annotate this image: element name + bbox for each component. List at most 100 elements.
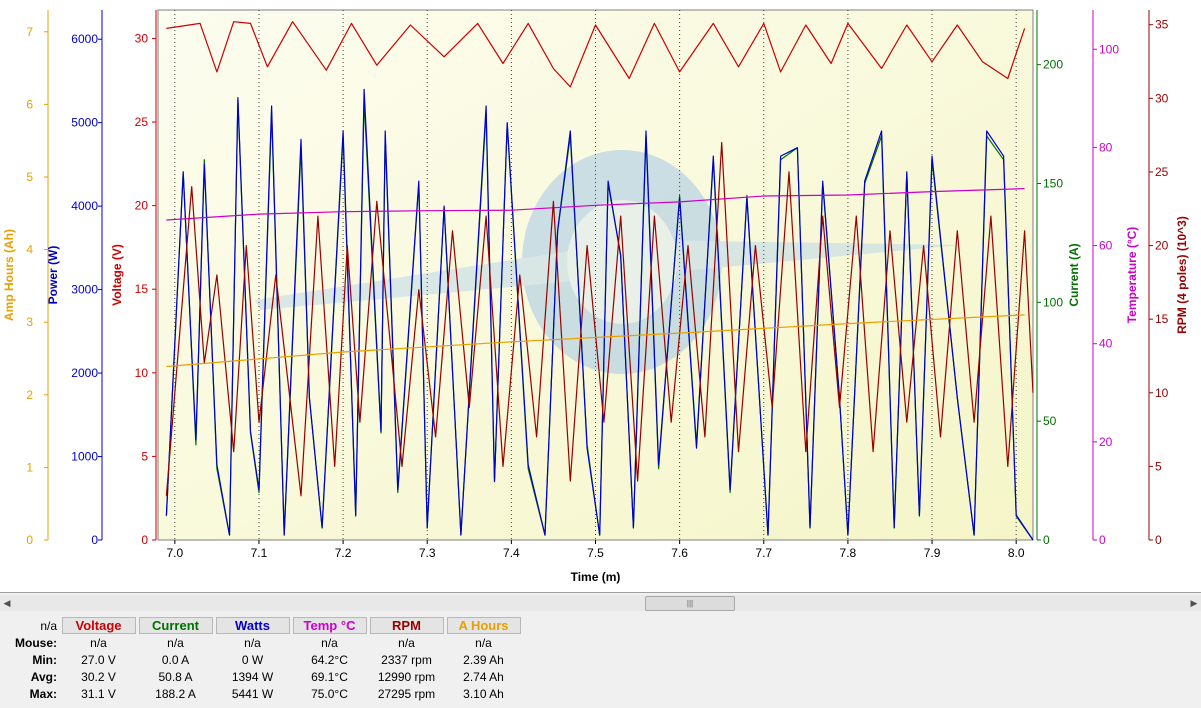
x-tick-label: 7.3 (419, 546, 436, 560)
series-voltage-line (166, 21, 1026, 88)
voltage-tick-label: 15 (135, 282, 149, 296)
temperature-tick-label: 40 (1099, 337, 1113, 351)
scroll-thumb[interactable]: ||| (645, 596, 735, 611)
stats-row-label: Max: (29, 686, 57, 701)
amphours-tick-label: 2 (26, 388, 33, 402)
temperature-tick-label: 80 (1099, 140, 1113, 154)
stats-row-min: Min: 27.0 V 0.0 A 0 W 64.2°C 2337 rpm 2.… (0, 651, 522, 668)
temperature-tick-label: 0 (1099, 533, 1106, 547)
temperature-axis-title: Temperature (°C) (1125, 227, 1139, 324)
x-tick-label: 7.6 (671, 546, 688, 560)
stats-header-voltage[interactable]: Voltage (61, 617, 136, 634)
stats-row-max: Max: 31.1 V 188.2 A 5441 W 75.0°C 27295 … (0, 685, 522, 702)
rpm-tick-label: 5 (1155, 459, 1162, 473)
horizontal-scrollbar[interactable]: ◀ ||| ▶ (0, 595, 1201, 611)
stats-table: n/a Voltage Current Watts Temp °C RPM A … (0, 617, 522, 702)
power-tick-label: 0 (91, 533, 98, 547)
rpm-axis-title: RPM (4 poles) (10^3) (1175, 216, 1189, 334)
stats-cell: 2337 rpm (381, 652, 432, 667)
stats-cell: 3.10 Ah (463, 686, 504, 701)
current-tick-label: 0 (1043, 533, 1050, 547)
power-tick-label: 3000 (71, 283, 98, 297)
current-tick-label: 150 (1043, 176, 1063, 190)
amphours-tick-label: 4 (26, 243, 33, 257)
current-tick-label: 200 (1043, 58, 1063, 72)
scroll-left-icon[interactable]: ◀ (3, 598, 11, 608)
stats-cell: 69.1°C (311, 669, 348, 684)
stats-cell: 0 W (241, 652, 264, 667)
stats-panel: ◀ ||| ▶ n/a Voltage Current Watts Temp °… (0, 592, 1201, 708)
current-tick-label: 100 (1043, 295, 1063, 309)
x-tick-label: 7.4 (503, 546, 520, 560)
voltage-axis-title: Voltage (V) (110, 244, 124, 306)
x-tick-label: 8.0 (1008, 546, 1025, 560)
stats-header-temp[interactable]: Temp °C (292, 617, 367, 634)
voltage-tick-label: 25 (135, 115, 149, 129)
x-tick-label: 7.7 (755, 546, 772, 560)
current-tick-label: 50 (1043, 414, 1057, 428)
stats-cell: 5441 W (231, 686, 274, 701)
current-axis-title: Current (A) (1067, 243, 1081, 306)
scroll-right-icon[interactable]: ▶ (1190, 598, 1198, 608)
amphours-axis-title: Amp Hours (Ah) (2, 229, 16, 321)
voltage-tick-label: 30 (135, 31, 149, 45)
voltage-tick-label: 10 (135, 366, 149, 380)
stats-row-label: Mouse: (15, 635, 57, 650)
rpm-tick-label: 30 (1155, 91, 1169, 105)
stats-header-rpm[interactable]: RPM (369, 617, 444, 634)
stats-row-mouse: Mouse: n/a n/a n/a n/a n/a n/a (0, 634, 522, 651)
temperature-tick-label: 20 (1099, 435, 1113, 449)
stats-cell: n/a (90, 635, 107, 650)
amphours-tick-label: 0 (26, 533, 33, 547)
stats-row-label: Avg: (30, 669, 57, 684)
amphours-tick-label: 6 (26, 97, 33, 111)
series-watts-line (165, 88, 1034, 541)
rpm-tick-label: 35 (1155, 18, 1169, 32)
stats-cell: 12990 rpm (377, 669, 436, 684)
x-tick-label: 7.2 (335, 546, 352, 560)
stats-header-current[interactable]: Current (138, 617, 213, 634)
stats-cell: 1394 W (231, 669, 274, 684)
stats-cell: n/a (321, 635, 338, 650)
power-axis-title: Power (W) (46, 246, 60, 305)
chart: 7.0 7.1 7.2 7.3 7.4 7.5 7.6 7.7 7.8 7.9 8.0 Time (m… (2, 9, 1189, 584)
amphours-tick-label: 7 (26, 25, 33, 39)
x-tick-label: 7.0 (166, 546, 183, 560)
rpm-tick-label: 20 (1155, 239, 1169, 253)
stats-cell: 27.0 V (81, 652, 116, 667)
x-tick-label: 7.1 (251, 546, 268, 560)
stats-row-label: Min: (32, 652, 57, 667)
series-a-hours-line (166, 314, 1025, 368)
voltage-tick-label: 5 (141, 449, 148, 463)
stats-corner: n/a (40, 618, 57, 633)
stats-cell: n/a (167, 635, 184, 650)
amphours-tick-label: 1 (26, 460, 33, 474)
stats-cell: 50.8 A (158, 669, 193, 684)
power-tick-label: 1000 (71, 450, 98, 464)
power-tick-label: 6000 (71, 32, 98, 46)
stats-cell: 75.0°C (311, 686, 348, 701)
power-tick-label: 5000 (71, 116, 98, 130)
stats-header-watts[interactable]: Watts (215, 617, 290, 634)
rpm-tick-label: 25 (1155, 165, 1169, 179)
stats-cell: n/a (244, 635, 261, 650)
x-tick-label: 7.5 (587, 546, 604, 560)
x-axis-title: Time (m) (571, 570, 621, 584)
stats-header-ahours[interactable]: A Hours (446, 617, 521, 634)
stats-cell: 31.1 V (81, 686, 116, 701)
stats-cell: 27295 rpm (377, 686, 436, 701)
voltage-tick-label: 0 (141, 533, 148, 547)
rpm-tick-label: 10 (1155, 386, 1169, 400)
temperature-tick-label: 100 (1099, 42, 1119, 56)
amphours-tick-label: 5 (26, 170, 33, 184)
voltage-tick-label: 20 (135, 199, 149, 213)
rpm-tick-label: 15 (1155, 312, 1169, 326)
stats-row-avg: Avg: 30.2 V 50.8 A 1394 W 69.1°C 12990 r… (0, 668, 522, 685)
x-tick-label: 7.8 (840, 546, 857, 560)
stats-cell: n/a (398, 635, 415, 650)
stats-cell: 64.2°C (311, 652, 348, 667)
amphours-tick-label: 3 (26, 315, 33, 329)
temperature-tick-label: 60 (1099, 239, 1113, 253)
stats-cell: 2.74 Ah (463, 669, 504, 684)
stats-cell: 2.39 Ah (463, 652, 504, 667)
